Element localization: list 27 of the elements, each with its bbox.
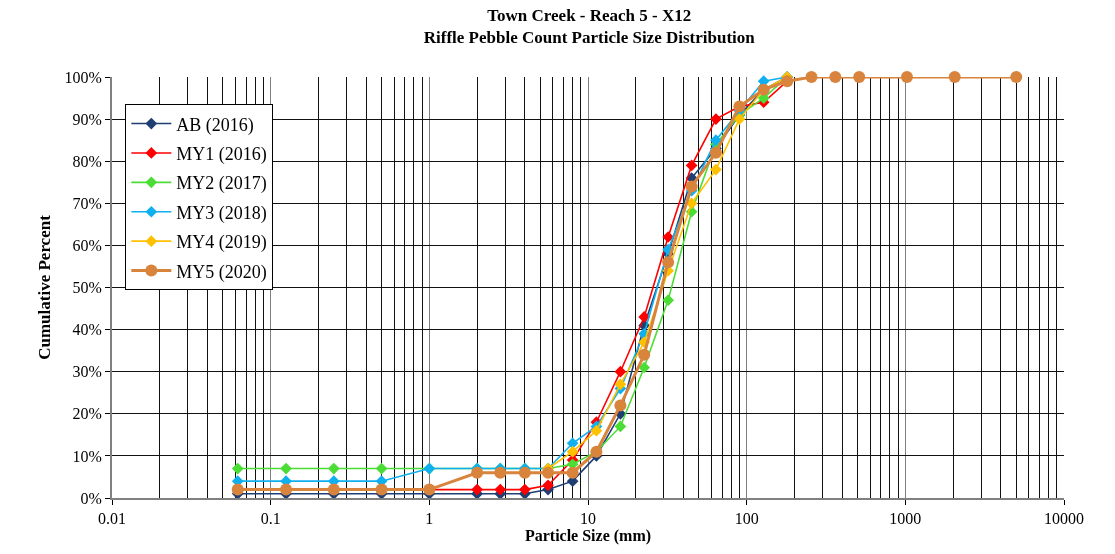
x-tick-label: 1 [425,510,434,528]
legend-label: MY1 (2016) [176,143,267,165]
x-tick-label: 10 [580,510,596,528]
x-tick-label: 0.1 [260,510,281,528]
x-axis-title: Particle Size (mm) [524,527,652,546]
x-tick-label: 0.01 [98,510,126,528]
legend-label: AB (2016) [176,114,254,136]
x-tick-label: 100 [734,510,759,528]
legend-label: MY4 (2019) [176,232,267,254]
y-tick-label: 30% [72,363,102,381]
y-tick-label: 80% [72,152,102,170]
y-tick-label: 70% [72,194,102,212]
y-tick-label: 0% [80,489,102,507]
legend-label: MY2 (2017) [176,173,267,195]
legend-label: MY5 (2020) [176,261,267,283]
y-tick-label: 60% [72,237,102,254]
chart-title: Town Creek - Reach 5 - X12 Riffle Pebble Count Particle Size Distribution [423,6,756,48]
x-tick-label: 1000 [889,510,922,528]
y-tick-label: 20% [72,405,102,423]
y-tick-label: 100% [64,68,102,86]
y-tick-label: 40% [72,321,102,339]
x-tick-label: 10000 [1044,510,1084,528]
legend-label: MY3 (2018) [176,202,267,224]
y-tick-label: 50% [72,279,102,297]
y-axis-title: Cumulative Percent [34,214,54,360]
y-tick-label: 90% [72,110,102,128]
y-tick-label: 10% [72,447,102,465]
